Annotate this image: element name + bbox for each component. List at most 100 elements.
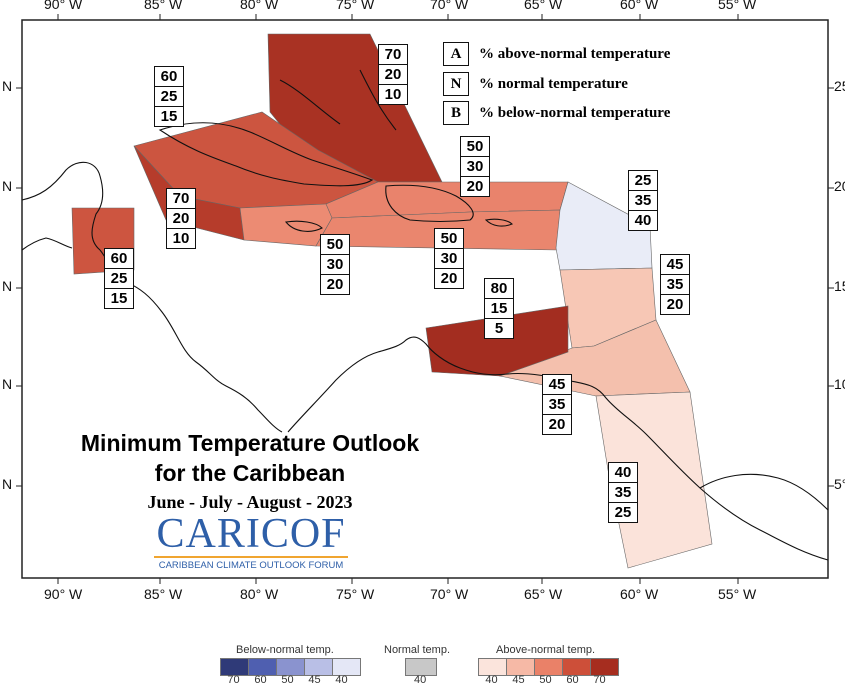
prob-above: 50 <box>435 229 463 249</box>
lon-bottom-90: 90° W <box>44 586 83 602</box>
logo-underline <box>154 556 348 558</box>
below-scale-tick: 70 <box>227 674 240 686</box>
lon-top-70: 70° W <box>430 0 469 12</box>
prob-below: 20 <box>666 296 684 313</box>
lon-bottom-55: 55° W <box>718 586 757 602</box>
above-scale-tick: 50 <box>539 674 552 686</box>
scale-above-label: Above-normal temp. <box>496 644 596 656</box>
scale-normal-tick: 40 <box>414 674 427 686</box>
prob-below: 20 <box>440 270 458 287</box>
below-scale-tick: 50 <box>281 674 294 686</box>
prob-above: 25 <box>629 171 657 191</box>
prob-normal: 25 <box>155 87 183 107</box>
lat-right-15: 15° <box>834 278 845 294</box>
legend-text-normal: % normal temperature <box>479 76 628 92</box>
axis-ticks <box>16 14 834 584</box>
prob-normal: 35 <box>609 483 637 503</box>
lon-top-85: 85° W <box>144 0 183 12</box>
caricof-logo: CARICOF CARIBBEAN CLIMATE OUTLOOK FORUM <box>148 512 354 571</box>
prob-above: 45 <box>661 255 689 275</box>
legend-key-below: B <box>443 101 469 125</box>
prob-box-puerto-rico-south: 50 30 20 <box>434 228 464 289</box>
title-line1: Minimum Temperature Outlook <box>80 430 420 456</box>
legend-normal: N % normal temperature <box>443 72 628 96</box>
above-scale-swatch <box>590 658 619 676</box>
prob-below: 20 <box>548 416 566 433</box>
scale-below-ticks: 70 60 50 45 40 <box>220 674 355 686</box>
prob-normal: 30 <box>461 157 489 177</box>
prob-below: 5 <box>494 320 504 337</box>
prob-above: 45 <box>543 375 571 395</box>
region-guianas <box>595 391 713 569</box>
scale-above-swatches <box>478 658 619 676</box>
prob-above: 80 <box>485 279 513 299</box>
prob-box-abc: 80 15 5 <box>484 278 514 339</box>
lat-left-20: N <box>2 178 13 194</box>
prob-normal: 35 <box>629 191 657 211</box>
prob-above: 70 <box>167 189 195 209</box>
lat-right-25: 25° <box>834 78 845 94</box>
prob-box-belize: 60 25 15 <box>104 248 134 309</box>
prob-normal: 35 <box>543 395 571 415</box>
lon-top-65: 65° W <box>524 0 563 12</box>
lon-top-90: 90° W <box>44 0 83 12</box>
prob-box-jamaica: 50 30 20 <box>320 234 350 295</box>
scale-below-label: Below-normal temp. <box>236 644 334 656</box>
prob-normal: 35 <box>661 275 689 295</box>
above-scale-tick: 40 <box>485 674 498 686</box>
lon-bottom-80: 80° W <box>240 586 279 602</box>
prob-above: 60 <box>155 67 183 87</box>
below-scale-swatch <box>332 658 361 676</box>
above-scale-tick: 70 <box>593 674 606 686</box>
legend-text-above: % above-normal temperature <box>479 46 671 62</box>
lon-bottom-70: 70° W <box>430 586 469 602</box>
prob-above: 40 <box>609 463 637 483</box>
lat-left-15: N <box>2 278 13 294</box>
prob-below: 10 <box>172 230 190 247</box>
prob-box-cuba-east: 70 20 10 <box>166 188 196 249</box>
lon-top-60: 60° W <box>620 0 659 12</box>
below-scale-tick: 60 <box>254 674 267 686</box>
prob-above: 50 <box>321 235 349 255</box>
lon-bottom-75: 75° W <box>336 586 375 602</box>
lat-right-20: 20° <box>834 178 845 194</box>
prob-below: 15 <box>160 108 178 125</box>
prob-below: 10 <box>384 86 402 103</box>
prob-box-guianas: 40 35 25 <box>608 462 638 523</box>
prob-normal: 20 <box>167 209 195 229</box>
prob-normal: 15 <box>485 299 513 319</box>
scale-normal-swatch <box>405 658 437 676</box>
lon-top-80: 80° W <box>240 0 279 12</box>
prob-box-hispaniola: 50 30 20 <box>460 136 490 197</box>
legend-key-above: A <box>443 42 469 66</box>
lat-right-5: 5° <box>834 476 845 492</box>
region-abc <box>425 305 569 377</box>
lon-top-55: 55° W <box>718 0 757 12</box>
scale-below-swatches <box>220 658 361 676</box>
prob-below: 20 <box>326 276 344 293</box>
prob-normal: 20 <box>379 65 407 85</box>
prob-box-leeward: 25 35 40 <box>628 170 658 231</box>
legend-above: A % above-normal temperature <box>443 42 670 66</box>
title-period: June - July - August - 2023 <box>147 492 353 512</box>
prob-box-bahamas: 70 20 10 <box>378 44 408 105</box>
legend-key-normal: N <box>443 72 469 96</box>
lon-bottom-65: 65° W <box>524 586 563 602</box>
prob-box-cuba-west: 60 25 15 <box>154 66 184 127</box>
prob-normal: 30 <box>435 249 463 269</box>
lat-right-10: 10° <box>834 376 845 392</box>
prob-below: 25 <box>614 504 632 521</box>
above-scale-tick: 60 <box>566 674 579 686</box>
scale-normal-label: Normal temp. <box>384 644 451 656</box>
prob-box-trinidad: 45 35 20 <box>542 374 572 435</box>
lat-left-10: N <box>2 376 13 392</box>
lat-left-25: N <box>2 78 13 94</box>
title-line2: for the Caribbean <box>154 460 346 486</box>
prob-normal: 30 <box>321 255 349 275</box>
prob-below: 20 <box>466 178 484 195</box>
scale-above-ticks: 40 45 50 60 70 <box>478 674 613 686</box>
below-scale-tick: 40 <box>335 674 348 686</box>
prob-above: 60 <box>105 249 133 269</box>
below-scale-tick: 45 <box>308 674 321 686</box>
